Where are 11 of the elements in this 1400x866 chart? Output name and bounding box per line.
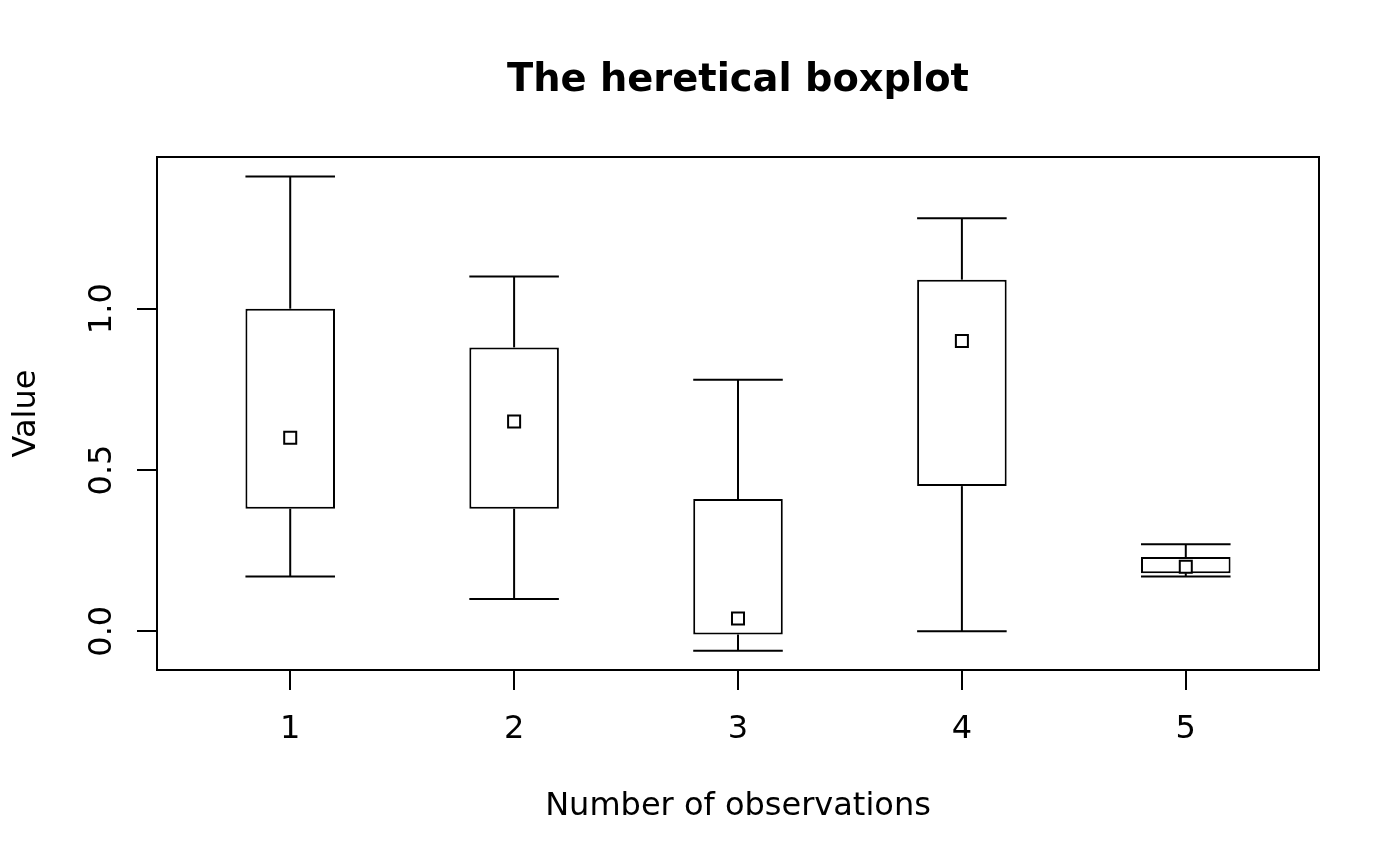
x-axis-title: Number of observations [545, 785, 931, 824]
y-axis-title: Value [4, 369, 43, 458]
x-tick-label: 5 [1175, 708, 1196, 747]
x-tick-label: 1 [280, 708, 301, 747]
x-tick-label: 2 [503, 708, 525, 747]
y-tick-label: 0.5 [80, 444, 119, 496]
y-tick-label: 1.0 [80, 283, 119, 335]
x-tick-label: 3 [727, 708, 749, 747]
y-tick-label: 0.0 [80, 605, 119, 657]
x-tick-label: 4 [951, 708, 973, 747]
chart-title: The heretical boxplot [507, 55, 969, 101]
